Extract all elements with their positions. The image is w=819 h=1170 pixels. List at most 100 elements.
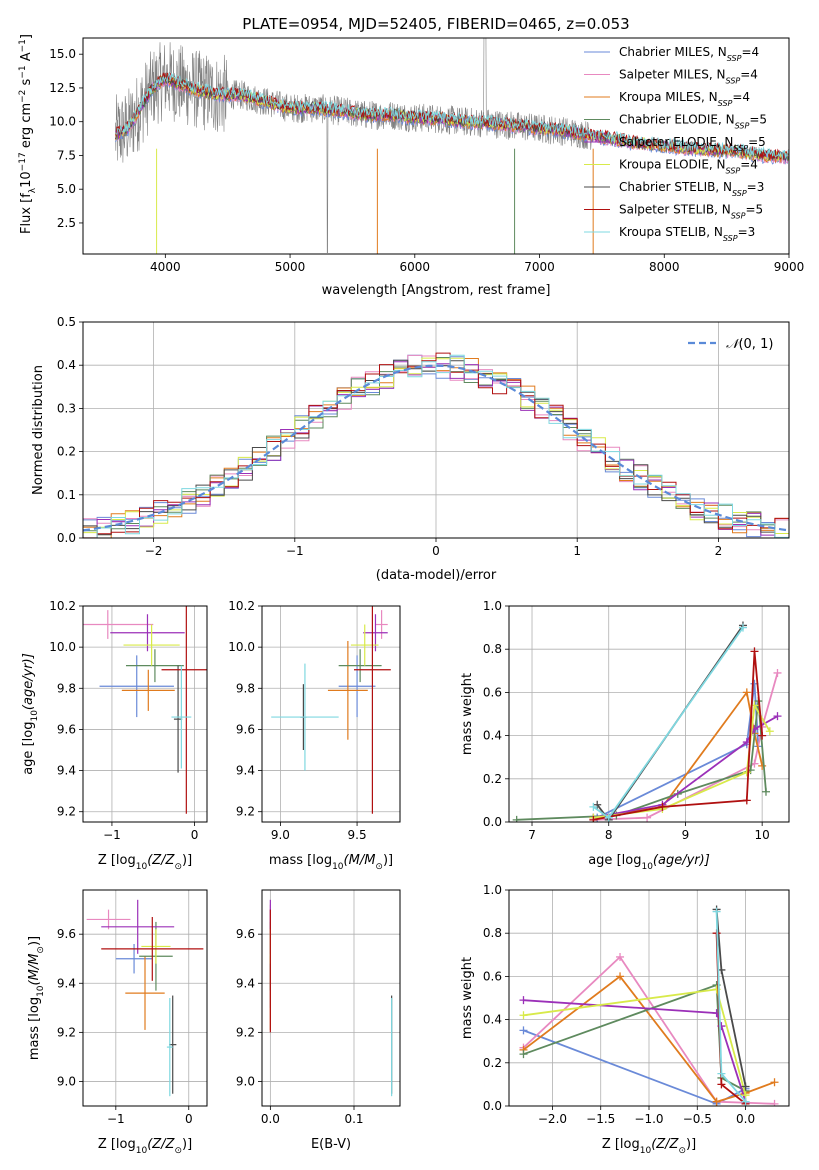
- mass-weight-marker: [519, 1026, 528, 1035]
- y-tick-label: 1.0: [483, 883, 502, 897]
- normal-legend-label-part: (0, 1): [738, 337, 773, 352]
- legend-nssp: =4: [741, 45, 759, 59]
- model-spectrum-line: [115, 71, 789, 161]
- legend-subscript: SSP: [735, 121, 750, 130]
- legend-subscript: SSP: [726, 166, 741, 175]
- legend-series-name: Salpeter MILES, N: [619, 68, 726, 82]
- age-vs-Z-x-label: Z [log10(Z/Z⊙)]: [98, 853, 192, 872]
- weight-vs-Z-x-label-part: 10: [640, 1146, 652, 1156]
- residual-histogram: [83, 354, 789, 538]
- x-tick-label: −2: [145, 544, 163, 558]
- x-tick-label: 0.1: [344, 1112, 363, 1126]
- y-tick-label: 0.2: [483, 1056, 502, 1070]
- age-vs-mass-axes: 9.0 9.5 9.2 9.4 9.6 9.8 10.0 10.2: [228, 599, 400, 842]
- residual-histogram: [83, 352, 789, 538]
- residual-y-label: Normed distribution: [31, 365, 46, 495]
- y-tick-label: 9.0: [236, 1074, 255, 1088]
- x-tick-label: −1.0: [634, 1112, 663, 1126]
- mass-weight-marker: [589, 815, 598, 822]
- mass-weight-marker: [519, 1050, 528, 1059]
- weight-vs-Z-x-label: Z [log10(Z/Z⊙)]: [602, 1137, 696, 1156]
- mass-weight-marker: [589, 802, 598, 811]
- mass-weight-marker: [742, 768, 751, 777]
- x-tick-label: −1.5: [586, 1112, 615, 1126]
- mass-vs-Z-x-label-part: Z [log: [98, 1137, 136, 1152]
- spectrum-y-label: Flux [fλ10−17 erg cm−2 s−1 A−1]: [18, 34, 38, 234]
- errorbar-point: [121, 669, 175, 711]
- legend-subscript: SSP: [733, 144, 748, 153]
- y-tick-label: 5.0: [57, 182, 76, 196]
- x-tick-label: 5000: [275, 260, 306, 274]
- y-tick-label: 9.4: [236, 976, 255, 990]
- mass-vs-Z-axes: −1 0 9.0 9.2 9.4 9.6: [57, 890, 207, 1126]
- mass-vs-Z-x-label: Z [log10(Z/Z⊙)]: [98, 1137, 192, 1156]
- x-tick-label: 0: [185, 1112, 193, 1126]
- weight-vs-Z-x-label-part: ⊙: [678, 1146, 686, 1156]
- mass-vs-Z-y-label-part: mass [log: [27, 997, 42, 1060]
- mass-weight-marker: [512, 815, 521, 822]
- mass-weight-marker: [712, 1097, 721, 1106]
- x-tick-label: 7000: [524, 260, 555, 274]
- y-tick-label: 9.8: [57, 681, 76, 695]
- errorbar-point: [327, 640, 368, 740]
- x-tick-label: 8: [605, 828, 613, 842]
- spectrum-x-label: wavelength [Angstrom, rest frame]: [322, 283, 551, 298]
- x-tick-label: −1: [107, 1112, 125, 1126]
- x-tick-label: 2: [715, 544, 723, 558]
- errorbar-point: [171, 665, 192, 769]
- legend-nssp: =4: [740, 68, 758, 82]
- age-vs-Z-axes: −1 0 9.2 9.4 9.6 9.8 10.0 10.2: [49, 599, 207, 842]
- y-tick-label: 10.2: [49, 599, 76, 613]
- errorbar-point: [338, 655, 376, 718]
- y-tick-label: 9.4: [236, 764, 255, 778]
- charts: 4000 5000 6000 7000 8000 90002.55.07.510.012.…: [18, 34, 804, 1156]
- y-tick-label: 0.4: [483, 729, 502, 743]
- x-tick-label: 0: [191, 828, 199, 842]
- mass-weight-marker: [643, 813, 652, 822]
- errorbar-point: [125, 956, 165, 1030]
- mass-weight-marker: [750, 647, 759, 656]
- mass-weight-marker: [742, 796, 751, 805]
- age-vs-Z-frame: [82, 605, 208, 823]
- residuals-axes: −2 −1 0 1 2 0.0 0.1 0.2 0.3 0.4 0.5: [57, 315, 789, 558]
- mass-weight-marker: [773, 668, 782, 677]
- age-vs-mass-plot-area: [271, 606, 391, 814]
- weight-vs-Z-x-label-part: (Z/Z: [651, 1137, 679, 1152]
- mass-vs-Z-x-label-part: )]: [182, 1137, 192, 1152]
- mass-weight-marker: [717, 1069, 726, 1078]
- legend-series-name: Kroupa ELODIE, N: [619, 158, 726, 172]
- y-tick-label: 0.0: [483, 815, 502, 829]
- age-vs-Z-x-label-part: ⊙: [174, 862, 182, 872]
- figure-title: PLATE=0954, MJD=52405, FIBERID=0465, z=0…: [242, 15, 629, 33]
- mass-vs-Z-y-label-part: )]: [27, 936, 42, 946]
- age-vs-Z-y-label-part: (age/yr)]: [21, 653, 36, 710]
- age-vs-Z-y-label-part: age [log: [21, 722, 36, 775]
- legend-subscript: SSP: [727, 54, 742, 63]
- mass-vs-Z-y-label-part: 10: [36, 985, 46, 997]
- legend-series-name: Salpeter ELODIE, N: [619, 135, 733, 149]
- legend-nssp: =5: [748, 135, 766, 149]
- x-tick-label: 10: [755, 828, 770, 842]
- weight-vs-age-y-label: mass weight: [460, 673, 475, 755]
- model-spectrum-line: [115, 72, 789, 159]
- y-tick-label: 10.0: [49, 115, 76, 129]
- legend-label: Chabrier STELIB, NSSP=3: [619, 180, 764, 198]
- age-vs-mass-x-label-part: 10: [332, 862, 344, 872]
- errorbar-point: [123, 624, 180, 666]
- age-vs-Z-y-label: age [log10(age/yr)]: [21, 653, 40, 775]
- mass-weight-marker: [770, 1099, 779, 1106]
- y-tick-label: 0.3: [57, 401, 76, 415]
- age-vs-Z-x-label-part: 10: [136, 862, 148, 872]
- mass-weight-marker: [758, 761, 767, 770]
- y-tick-label: 0.2: [483, 772, 502, 786]
- x-tick-label: 1: [573, 544, 581, 558]
- legend-subscript: SSP: [718, 99, 733, 108]
- mass-weight-marker: [761, 787, 770, 796]
- y-tick-label: 0.4: [57, 358, 76, 372]
- legend-label: Salpeter STELIB, NSSP=5: [619, 203, 763, 221]
- y-tick-label: 0.4: [483, 1013, 502, 1027]
- mass-weight-marker: [741, 1082, 750, 1091]
- mass-weight-marker: [712, 907, 721, 916]
- y-tick-label: 9.4: [57, 976, 76, 990]
- mass-vs-Z-x-label-part: ⊙: [174, 1146, 182, 1156]
